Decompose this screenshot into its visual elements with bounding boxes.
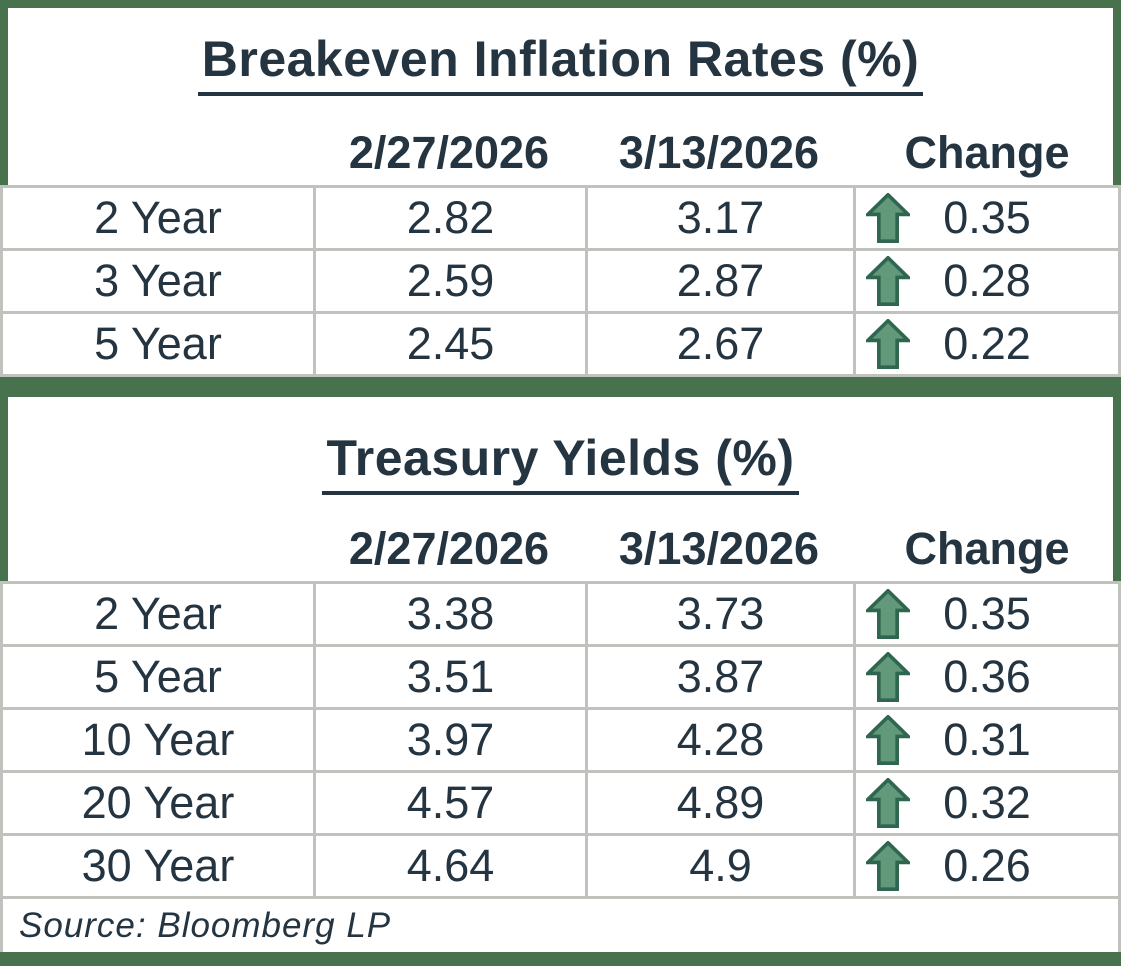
value-date1: 2.59 [316,251,585,311]
value-date2: 4.9 [588,836,853,896]
value-date2: 2.87 [588,251,853,311]
change-value: 0.35 [943,192,1031,243]
change-cell: 0.32 [856,773,1118,833]
change-value: 0.36 [943,651,1031,702]
column-header-date2: 3/13/2026 [618,523,820,574]
column-header-date2: 3/13/2026 [618,127,820,178]
change-cell: 0.35 [856,188,1118,248]
table-row: 30 Year 4.64 4.9 0.26 [3,836,1118,896]
change-cell: 0.28 [856,251,1118,311]
change-cell: 0.22 [856,314,1118,374]
value-date2: 3.87 [588,647,853,707]
change-cell: 0.26 [856,836,1118,896]
table-row: 10 Year 3.97 4.28 0.31 [3,710,1118,770]
up-arrow-icon [866,589,910,639]
column-header-blank [0,526,313,571]
column-header-date1: 2/27/2026 [348,127,550,178]
up-arrow-icon [866,778,910,828]
change-cell: 0.31 [856,710,1118,770]
table-divider-band [0,377,1121,397]
value-date2: 3.17 [588,188,853,248]
value-date2: 3.73 [588,584,853,644]
table-row: 5 Year 3.51 3.87 0.36 [3,647,1118,707]
bottom-border-band [0,952,1121,960]
value-date1: 3.51 [316,647,585,707]
change-cell: 0.35 [856,584,1118,644]
column-header-blank [0,130,313,175]
up-arrow-icon [866,193,910,243]
section-title: Treasury Yields (%) [0,431,1121,495]
table-row: 2 Year 2.82 3.17 0.35 [3,188,1118,248]
row-label: 10 Year [3,710,313,770]
table-row: 2 Year 3.38 3.73 0.35 [3,584,1118,644]
table-row: 5 Year 2.45 2.67 0.22 [3,314,1118,374]
change-cell: 0.36 [856,647,1118,707]
value-date1: 3.38 [316,584,585,644]
row-label: 2 Year [3,188,313,248]
up-arrow-icon [866,652,910,702]
change-value: 0.31 [943,714,1031,765]
value-date1: 2.45 [316,314,585,374]
table-title-breakeven: Breakeven Inflation Rates (%) [197,32,924,96]
page-title: Breakeven Inflation Rates (%) [0,32,1121,96]
up-arrow-icon [866,319,910,369]
change-value: 0.35 [943,588,1031,639]
value-date1: 4.57 [316,773,585,833]
up-arrow-icon [866,256,910,306]
row-label: 5 Year [3,314,313,374]
change-value: 0.22 [943,318,1031,369]
treasury-title-area: Treasury Yields (%) 2/27/2026 3/13/2026 … [0,397,1121,581]
value-date1: 3.97 [316,710,585,770]
value-date1: 4.64 [316,836,585,896]
value-date1: 2.82 [316,188,585,248]
value-date2: 2.67 [588,314,853,374]
column-header-date1: 2/27/2026 [348,523,550,574]
row-label: 30 Year [3,836,313,896]
up-arrow-icon [866,841,910,891]
breakeven-header-row: 2/27/2026 3/13/2026 Change [0,130,1121,185]
value-date2: 4.28 [588,710,853,770]
change-value: 0.26 [943,840,1031,891]
column-header-change: Change [904,523,1070,574]
table-row: 20 Year 4.57 4.89 0.32 [3,773,1118,833]
up-arrow-icon [866,715,910,765]
change-value: 0.32 [943,777,1031,828]
top-border-band [0,0,1121,8]
change-value: 0.28 [943,255,1031,306]
treasury-table: 2 Year 3.38 3.73 0.35 5 Year 3.51 3.87 0… [0,581,1121,899]
treasury-header-row: 2/27/2026 3/13/2026 Change [0,526,1121,581]
breakeven-title-area: Breakeven Inflation Rates (%) 2/27/2026 … [0,8,1121,185]
value-date2: 4.89 [588,773,853,833]
row-label: 20 Year [3,773,313,833]
table-row: 3 Year 2.59 2.87 0.28 [3,251,1118,311]
row-label: 5 Year [3,647,313,707]
column-header-change: Change [904,127,1070,178]
row-label: 3 Year [3,251,313,311]
table-title-treasury: Treasury Yields (%) [322,431,799,495]
source-attribution: Source: Bloomberg LP [0,899,1121,952]
breakeven-table: 2 Year 2.82 3.17 0.35 3 Year 2.59 2.87 0… [0,185,1121,377]
row-label: 2 Year [3,584,313,644]
